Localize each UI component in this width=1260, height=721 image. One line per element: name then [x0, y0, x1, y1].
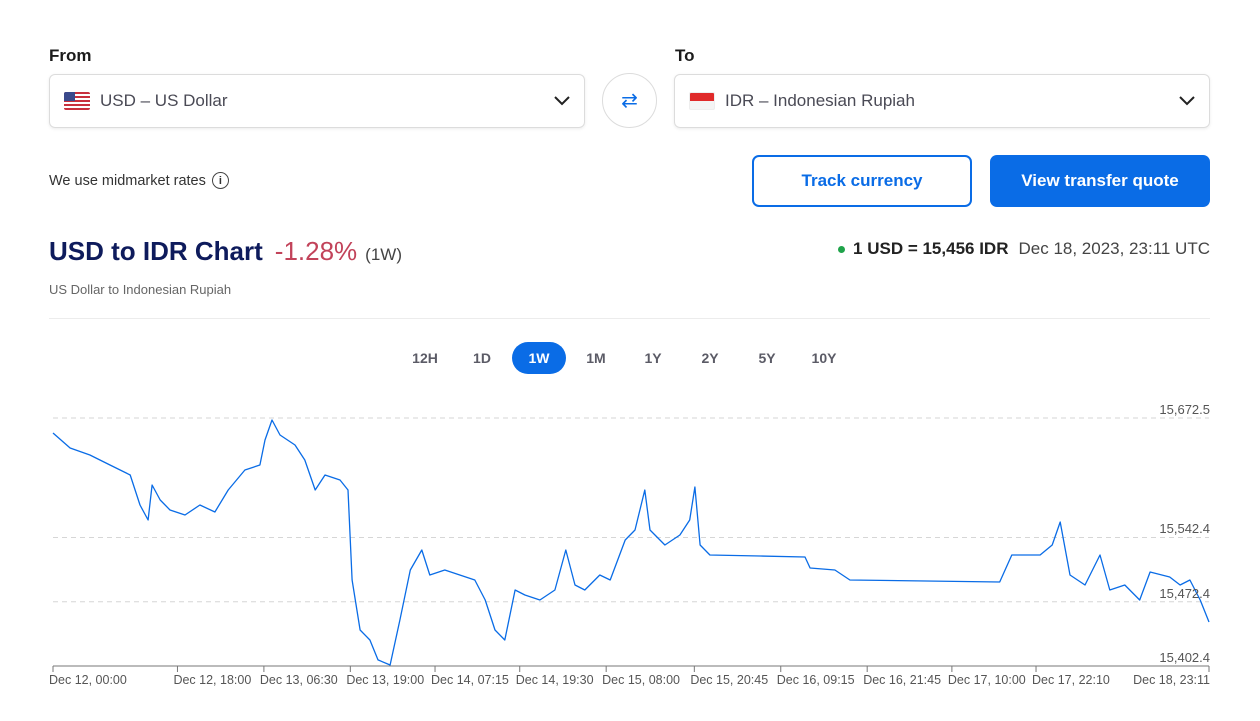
- x-tick-label: Dec 13, 06:30: [259, 673, 338, 687]
- tab-1w[interactable]: 1W: [512, 342, 566, 374]
- rate-line: [52, 419, 1210, 666]
- x-tick-label: Dec 12, 00:00: [49, 673, 127, 687]
- tab-1y[interactable]: 1Y: [644, 350, 662, 366]
- to-currency-value: IDR – Indonesian Rupiah: [725, 91, 915, 110]
- to-currency-select[interactable]: IDR – Indonesian Rupiah: [674, 74, 1210, 128]
- from-currency-select[interactable]: USD – US Dollar: [49, 74, 585, 128]
- swap-currencies-button[interactable]: ⇄: [602, 73, 657, 128]
- y-tick-label: 15,672.5: [1159, 402, 1210, 417]
- y-tick-label: 15,542.4: [1159, 521, 1210, 537]
- info-icon[interactable]: i: [211, 172, 229, 189]
- x-tick-label: Dec 13, 19:00: [346, 673, 425, 687]
- rate-timestamp: Dec 18, 2023, 23:11 UTC: [1018, 239, 1210, 258]
- chart-title: USD to IDR Chart: [49, 236, 263, 266]
- tab-2y[interactable]: 2Y: [701, 350, 719, 366]
- chart-subtitle: US Dollar to Indonesian Rupiah: [49, 282, 232, 297]
- x-tick-label: Dec 16, 09:15: [776, 673, 855, 687]
- from-label: From: [49, 46, 92, 65]
- x-tick-label: Dec 12, 18:00: [173, 673, 252, 687]
- tab-1m[interactable]: 1M: [586, 350, 606, 366]
- tab-1d[interactable]: 1D: [473, 350, 491, 366]
- divider: [49, 318, 1210, 319]
- x-tick-label: Dec 16, 21:45: [863, 673, 942, 687]
- us-flag-icon: [64, 92, 90, 110]
- x-tick-label: Dec 15, 20:45: [690, 673, 769, 687]
- x-tick-label: Dec 17, 22:10: [1032, 673, 1110, 687]
- x-tick-label: Dec 14, 07:15: [431, 673, 509, 687]
- chevron-down-icon: [1179, 96, 1195, 106]
- view-transfer-quote-button[interactable]: View transfer quote: [990, 155, 1210, 207]
- live-dot-icon: [838, 245, 846, 253]
- x-tick-label: Dec 18, 23:11: [1133, 673, 1210, 687]
- x-tick-label: Dec 15, 08:00: [602, 673, 680, 687]
- id-flag-icon: [689, 92, 715, 110]
- track-currency-button[interactable]: Track currency: [752, 155, 972, 207]
- chevron-down-icon: [554, 96, 570, 106]
- y-tick-label: 15,472.4: [1159, 585, 1210, 601]
- midmarket-rates-text: We use midmarket rates: [49, 172, 206, 189]
- x-tick-label: Dec 17, 10:00: [947, 673, 1026, 687]
- tab-5y[interactable]: 5Y: [758, 350, 776, 366]
- rate-change-period: (1W): [365, 245, 402, 264]
- swap-arrows-icon: ⇄: [621, 90, 638, 112]
- rate-change: -1.28%: [274, 236, 358, 266]
- tab-12h[interactable]: 12H: [412, 350, 438, 366]
- y-tick-label: 15,402.4: [1159, 650, 1210, 665]
- time-range-tabs: 12H 1D 1W 1M 1Y 2Y 5Y 10Y: [398, 342, 851, 374]
- x-tick-label: Dec 14, 19:30: [515, 673, 594, 687]
- tab-10y[interactable]: 10Y: [811, 350, 837, 366]
- current-rate: 1 USD = 15,456 IDR: [853, 239, 1009, 258]
- to-label: To: [675, 46, 695, 65]
- from-currency-value: USD – US Dollar: [100, 91, 228, 110]
